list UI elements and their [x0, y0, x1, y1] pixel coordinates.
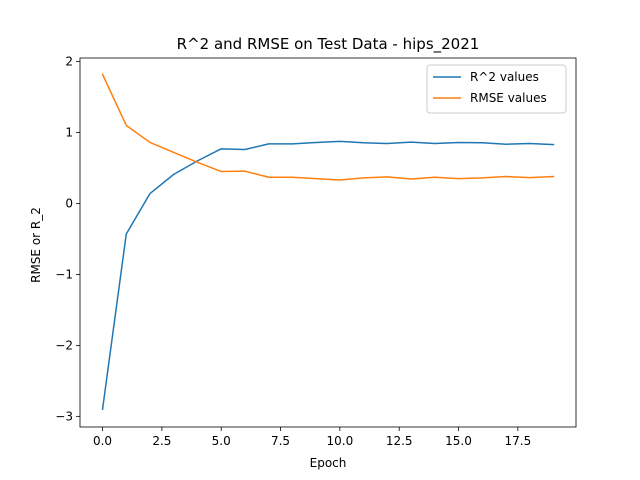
series-line-0 [101, 140, 555, 411]
legend-label-0: R^2 values [470, 70, 539, 84]
plot-area: 0.0 2.5 5.0 7.5 10.0 12.5 15.0 17.5 −3 −2 −1 0 1 2 R^2… [55, 55, 577, 448]
legend-label-1: RMSE values [470, 91, 547, 105]
x-axis-label: Epoch [310, 456, 347, 470]
x-tick-label: 10.0 [327, 434, 354, 448]
x-tick-label: 17.5 [504, 434, 531, 448]
y-tick-label: 0 [65, 196, 73, 210]
y-tick-label: −3 [55, 409, 73, 423]
y-tick-label: 2 [65, 55, 73, 69]
y-axis-label: RMSE or R_2 [29, 207, 43, 283]
y-tick-label: −2 [55, 338, 73, 352]
x-tick-label: 7.5 [271, 434, 290, 448]
legend-box [426, 64, 567, 114]
x-tick-label: 0.0 [93, 434, 112, 448]
chart-title: R^2 and RMSE on Test Data - hips_2021 [177, 35, 480, 54]
x-tick-label: 12.5 [386, 434, 413, 448]
y-tick-label: −1 [55, 267, 73, 281]
x-tick-label: 5.0 [212, 434, 231, 448]
axes-frame [79, 57, 577, 428]
y-tick-label: 1 [65, 126, 73, 140]
series-line-1 [101, 73, 555, 181]
x-tick-label: 2.5 [152, 434, 171, 448]
x-tick-label: 15.0 [445, 434, 472, 448]
